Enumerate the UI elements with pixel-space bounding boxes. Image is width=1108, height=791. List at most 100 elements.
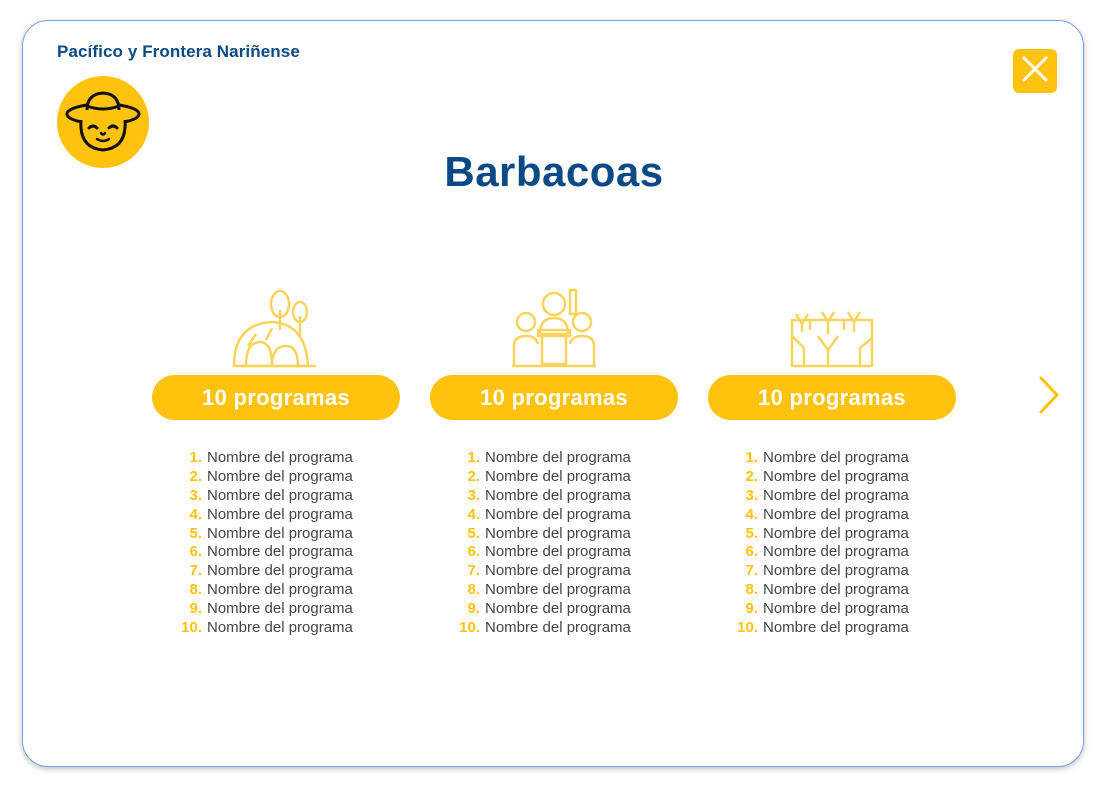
item-number: 1. xyxy=(745,449,758,466)
program-name: Nombre del programa xyxy=(207,505,353,523)
item-number: 4. xyxy=(467,505,480,523)
programs-count-badge: 10 programas xyxy=(430,375,678,420)
chevron-right-icon xyxy=(1036,376,1062,420)
program-name: Nombre del programa xyxy=(485,505,631,523)
list-item: 6. Nombre del programa xyxy=(450,543,631,562)
item-number: 2. xyxy=(745,467,758,485)
program-name: Nombre del programa xyxy=(763,505,909,523)
list-item: 10. Nombre del programa xyxy=(728,619,909,638)
program-name: Nombre del programa xyxy=(207,524,353,542)
program-name: Nombre del programa xyxy=(485,524,631,542)
item-number: 1. xyxy=(467,449,480,466)
program-name: Nombre del programa xyxy=(485,449,631,466)
list-item: 5. Nombre del programa xyxy=(450,524,631,544)
program-name: Nombre del programa xyxy=(763,486,909,504)
list-item: 1. Nombre del programa xyxy=(728,449,909,468)
list-item: 1. Nombre del programa xyxy=(172,449,353,468)
item-number: 8. xyxy=(189,581,202,599)
program-name: Nombre del programa xyxy=(763,600,909,618)
item-number: 5. xyxy=(745,524,758,542)
program-name: Nombre del programa xyxy=(207,543,353,561)
item-number: 4. xyxy=(189,505,202,523)
teacher-classroom-icon xyxy=(504,286,604,370)
list-item: 9. Nombre del programa xyxy=(172,600,353,619)
list-item: 8. Nombre del programa xyxy=(172,581,353,600)
list-item: 7. Nombre del programa xyxy=(728,562,909,581)
list-item: 7. Nombre del programa xyxy=(450,562,631,581)
list-item: 10. Nombre del programa xyxy=(172,619,353,638)
program-name: Nombre del programa xyxy=(207,619,353,637)
program-name: Nombre del programa xyxy=(763,543,909,561)
list-item: 5. Nombre del programa xyxy=(172,524,353,544)
program-list: 1. Nombre del programa 2. Nombre del progr… xyxy=(450,449,631,638)
list-item: 7. Nombre del programa xyxy=(172,562,353,581)
item-number: 7. xyxy=(189,562,202,580)
list-item: 3. Nombre del programa xyxy=(728,486,909,506)
list-item: 1. Nombre del programa xyxy=(450,449,631,468)
list-item: 2. Nombre del programa xyxy=(172,467,353,487)
program-name: Nombre del programa xyxy=(485,486,631,504)
list-item: 5. Nombre del programa xyxy=(728,524,909,544)
program-name: Nombre del programa xyxy=(485,581,631,599)
list-item: 4. Nombre del programa xyxy=(450,505,631,525)
item-number: 5. xyxy=(189,524,202,542)
programs-count-badge: 10 programas xyxy=(708,375,956,420)
item-number: 10. xyxy=(181,619,202,637)
item-number: 6. xyxy=(467,543,480,561)
program-name: Nombre del programa xyxy=(485,619,631,637)
region-title: Pacífico y Frontera Nariñense xyxy=(57,42,300,61)
program-list: 1. Nombre del programa 2. Nombre del progr… xyxy=(728,449,909,638)
list-item: 3. Nombre del programa xyxy=(450,486,631,506)
item-number: 8. xyxy=(745,581,758,599)
list-item: 2. Nombre del programa xyxy=(450,467,631,487)
item-number: 3. xyxy=(189,486,202,504)
item-number: 7. xyxy=(467,562,480,580)
item-number: 6. xyxy=(745,543,758,561)
next-button[interactable] xyxy=(1036,374,1062,416)
list-item: 10. Nombre del programa xyxy=(450,619,631,638)
program-name: Nombre del programa xyxy=(763,467,909,485)
item-number: 3. xyxy=(745,486,758,504)
program-name: Nombre del programa xyxy=(763,581,909,599)
list-item: 4. Nombre del programa xyxy=(172,505,353,525)
item-number: 10. xyxy=(737,619,758,637)
program-name: Nombre del programa xyxy=(207,600,353,618)
item-number: 2. xyxy=(189,467,202,485)
list-item: 6. Nombre del programa xyxy=(728,543,909,562)
program-name: Nombre del programa xyxy=(763,562,909,580)
item-number: 4. xyxy=(745,505,758,523)
program-name: Nombre del programa xyxy=(485,562,631,580)
program-name: Nombre del programa xyxy=(207,449,353,466)
list-item: 6. Nombre del programa xyxy=(172,543,353,562)
item-number: 10. xyxy=(459,619,480,637)
program-name: Nombre del programa xyxy=(207,486,353,504)
close-button[interactable] xyxy=(1013,49,1057,93)
list-item: 9. Nombre del programa xyxy=(728,600,909,619)
list-item: 9. Nombre del programa xyxy=(450,600,630,619)
program-name: Nombre del programa xyxy=(207,581,353,599)
close-icon xyxy=(1020,54,1050,89)
list-item: 4. Nombre del programa xyxy=(728,505,909,525)
item-number: 9. xyxy=(467,600,480,618)
farmer-hat-face-icon xyxy=(57,76,149,168)
item-number: 6. xyxy=(189,543,202,561)
item-number: 7. xyxy=(745,562,758,580)
program-name: Nombre del programa xyxy=(207,562,353,580)
list-item: 8. Nombre del programa xyxy=(728,581,909,600)
program-name: Nombre del programa xyxy=(763,619,909,637)
item-number: 3. xyxy=(467,486,480,504)
list-item: 2. Nombre del programa xyxy=(728,467,909,487)
list-item: 8. Nombre del programa xyxy=(450,581,631,600)
list-item: 3. Nombre del programa xyxy=(172,486,353,506)
program-name: Nombre del programa xyxy=(763,449,909,466)
programs-count-badge: 10 programas xyxy=(152,375,400,420)
crop-field-icon xyxy=(782,286,882,370)
item-number: 9. xyxy=(189,600,202,618)
program-name: Nombre del programa xyxy=(763,524,909,542)
item-number: 1. xyxy=(189,449,202,466)
item-number: 8. xyxy=(467,581,480,599)
program-name: Nombre del programa xyxy=(207,467,353,485)
page-title: Barbacoas xyxy=(444,148,664,195)
program-name: Nombre del programa xyxy=(485,467,631,485)
program-name: Nombre del programa xyxy=(485,543,631,561)
